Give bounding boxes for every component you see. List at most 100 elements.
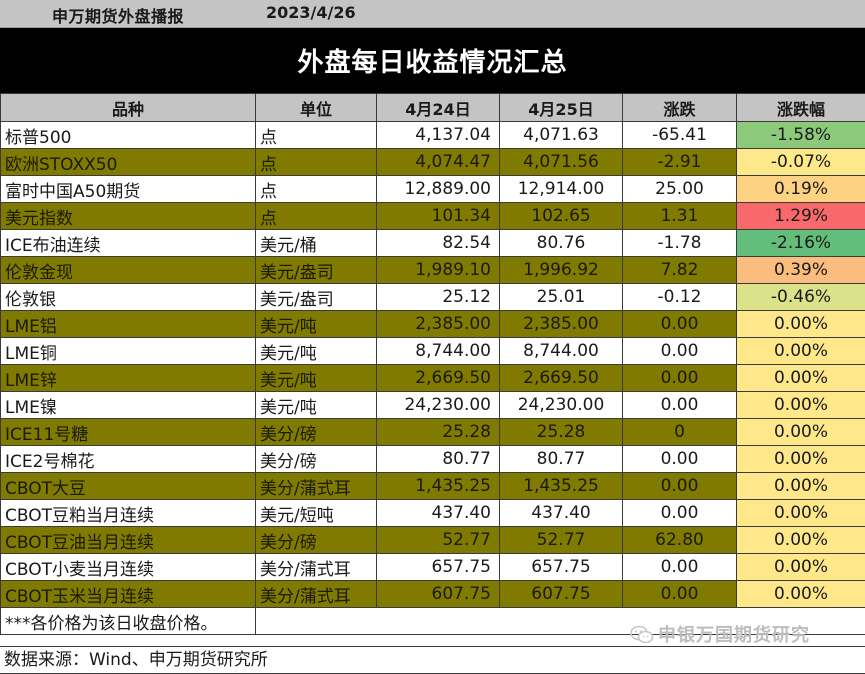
change-pct-cell: 0.00% (736, 364, 865, 392)
footnote-blank (255, 607, 865, 635)
variety-cell: LME铝 (0, 310, 256, 338)
apr25-value-cell: 657.75 (499, 553, 623, 581)
change-pct-cell: 0.00% (736, 391, 865, 419)
table-row: 伦敦金现 美元/盎司 1,989.10 1,996.92 7.82 0.39% (0, 256, 865, 284)
apr25-value-cell: 1,996.92 (499, 256, 623, 284)
table-row: CBOT玉米当月连续 美分/蒲式耳 607.75 607.75 0.00 0.00% (0, 580, 865, 608)
apr25-value-cell: 4,071.63 (499, 121, 623, 149)
table-row: 标普500 点 4,137.04 4,071.63 -65.41 -1.58% (0, 121, 865, 149)
change-pct-cell: -2.16% (736, 229, 865, 257)
apr25-value-cell: 24,230.00 (499, 391, 623, 419)
change-cell: 0.00 (622, 310, 737, 338)
apr24-value-cell: 2,385.00 (376, 310, 500, 338)
apr25-value-cell: 1,435.25 (499, 472, 623, 500)
change-pct-cell: 0.00% (736, 337, 865, 365)
table-row: CBOT小麦当月连续 美分/蒲式耳 657.75 657.75 0.00 0.00% (0, 553, 865, 581)
apr25-value-cell: 437.40 (499, 499, 623, 527)
unit-cell: 美分/磅 (255, 445, 377, 473)
apr24-value-cell: 4,074.47 (376, 148, 500, 176)
apr24-value-cell: 657.75 (376, 553, 500, 581)
apr24-value-cell: 1,435.25 (376, 472, 500, 500)
change-cell: 0.00 (622, 499, 737, 527)
unit-cell: 点 (255, 202, 377, 230)
table-row: 伦敦银 美元/盎司 25.12 25.01 -0.12 -0.46% (0, 283, 865, 311)
col-header-change-pct: 涨跌幅 (736, 93, 865, 122)
report-header-bar: 申万期货外盘播报 2023/4/26 (0, 0, 865, 28)
apr25-value-cell: 25.01 (499, 283, 623, 311)
unit-cell: 点 (255, 175, 377, 203)
apr25-value-cell: 80.77 (499, 445, 623, 473)
change-cell: 0.00 (622, 364, 737, 392)
variety-cell: 标普500 (0, 121, 256, 149)
brand-label: 申万期货外盘播报 (52, 7, 185, 26)
variety-cell: ICE11号糖 (0, 418, 256, 446)
unit-cell: 美元/吨 (255, 364, 377, 392)
change-pct-cell: 0.00% (736, 445, 865, 473)
change-pct-cell: 0.00% (736, 418, 865, 446)
unit-cell: 美元/吨 (255, 337, 377, 365)
table-row: CBOT大豆 美分/蒲式耳 1,435.25 1,435.25 0.00 0.00% (0, 472, 865, 500)
footnote-text: ***各价格为该日收盘价格。 (0, 607, 256, 635)
table-row: LME铝 美元/吨 2,385.00 2,385.00 0.00 0.00% (0, 310, 865, 338)
variety-cell: CBOT豆油当月连续 (0, 526, 256, 554)
table-row: CBOT豆油当月连续 美分/磅 52.77 52.77 62.80 0.00% (0, 526, 865, 554)
change-pct-cell: 1.29% (736, 202, 865, 230)
table-row: ICE2号棉花 美分/磅 80.77 80.77 0.00 0.00% (0, 445, 865, 473)
table-body: 标普500 点 4,137.04 4,071.63 -65.41 -1.58% 欧洲STOX… (0, 121, 865, 608)
change-pct-cell: -0.07% (736, 148, 865, 176)
change-cell: 0 (622, 418, 737, 446)
table-row: CBOT豆粕当月连续 美元/短吨 437.40 437.40 0.00 0.00% (0, 499, 865, 527)
change-cell: 0.00 (622, 337, 737, 365)
change-cell: -0.12 (622, 283, 737, 311)
unit-cell: 美分/蒲式耳 (255, 472, 377, 500)
table-header-row: 品种 单位 4月24日 4月25日 涨跌 涨跌幅 (0, 93, 865, 122)
change-cell: 0.00 (622, 391, 737, 419)
variety-cell: 伦敦银 (0, 283, 256, 311)
unit-cell: 点 (255, 121, 377, 149)
apr25-value-cell: 102.65 (499, 202, 623, 230)
col-header-variety: 品种 (0, 93, 256, 122)
change-pct-cell: 0.00% (736, 499, 865, 527)
table-row: 富时中国A50期货点 12,889.00 12,914.00 25.00 0.19% (0, 175, 865, 203)
apr25-value-cell: 80.76 (499, 229, 623, 257)
unit-cell: 美元/桶 (255, 229, 377, 257)
change-cell: 0.00 (622, 472, 737, 500)
apr24-value-cell: 52.77 (376, 526, 500, 554)
variety-cell: 美元指数 (0, 202, 256, 230)
apr24-value-cell: 4,137.04 (376, 121, 500, 149)
unit-cell: 美分/蒲式耳 (255, 580, 377, 608)
change-cell: 7.82 (622, 256, 737, 284)
col-header-apr25: 4月25日 (499, 93, 623, 122)
unit-cell: 美元/盎司 (255, 283, 377, 311)
apr25-value-cell: 52.77 (499, 526, 623, 554)
table-row: LME镍 美元/吨 24,230.00 24,230.00 0.00 0.00% (0, 391, 865, 419)
unit-cell: 美分/磅 (255, 526, 377, 554)
change-cell: 1.31 (622, 202, 737, 230)
col-header-apr24: 4月24日 (376, 93, 500, 122)
data-source-note: 数据来源：Wind、申万期货研究所 (0, 646, 865, 674)
table-row: LME锌 美元/吨 2,669.50 2,669.50 0.00 0.00% (0, 364, 865, 392)
change-cell: 0.00 (622, 553, 737, 581)
variety-cell: LME镍 (0, 391, 256, 419)
apr24-value-cell: 437.40 (376, 499, 500, 527)
variety-cell: CBOT小麦当月连续 (0, 553, 256, 581)
apr24-value-cell: 24,230.00 (376, 391, 500, 419)
change-cell: -1.78 (622, 229, 737, 257)
apr24-value-cell: 12,889.00 (376, 175, 500, 203)
apr25-value-cell: 12,914.00 (499, 175, 623, 203)
wechat-icon (630, 625, 654, 644)
variety-cell: CBOT豆粕当月连续 (0, 499, 256, 527)
apr24-value-cell: 1,989.10 (376, 256, 500, 284)
change-cell: 62.80 (622, 526, 737, 554)
unit-cell: 美元/吨 (255, 391, 377, 419)
change-pct-cell: 0.39% (736, 256, 865, 284)
variety-cell: ICE2号棉花 (0, 445, 256, 473)
table-row: LME铜 美元/吨 8,744.00 8,744.00 0.00 0.00% (0, 337, 865, 365)
apr24-value-cell: 607.75 (376, 580, 500, 608)
apr24-value-cell: 25.12 (376, 283, 500, 311)
unit-cell: 美元/吨 (255, 310, 377, 338)
unit-cell: 美元/盎司 (255, 256, 377, 284)
change-pct-cell: 0.00% (736, 472, 865, 500)
variety-cell: CBOT大豆 (0, 472, 256, 500)
apr24-value-cell: 101.34 (376, 202, 500, 230)
